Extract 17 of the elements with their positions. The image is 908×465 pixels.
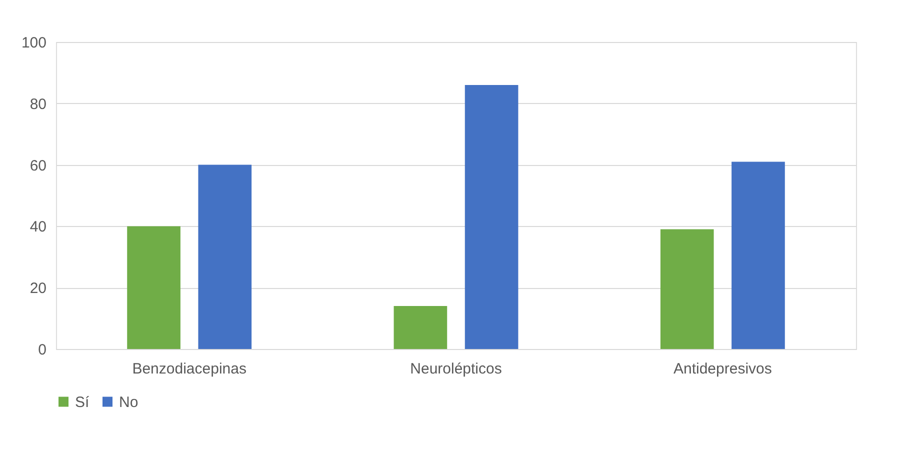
bar xyxy=(394,306,448,349)
x-tick-label: Benzodiacepinas xyxy=(132,360,246,378)
bar xyxy=(464,84,518,349)
y-tick-label: 20 xyxy=(30,280,46,298)
legend-label: Sí xyxy=(75,394,90,411)
y-tick-label: 60 xyxy=(30,157,46,174)
y-tick-label: 0 xyxy=(38,342,46,358)
y-tick-label: 40 xyxy=(30,218,46,236)
legend-label: No xyxy=(119,394,138,411)
y-tick-label: 80 xyxy=(30,96,46,113)
x-tick-label: Neurolépticos xyxy=(410,360,502,378)
bar xyxy=(660,229,714,349)
bar xyxy=(732,162,785,349)
bar xyxy=(127,226,180,349)
y-tick-label: 100 xyxy=(21,34,46,52)
bar xyxy=(198,164,252,349)
x-tick-label: Antidepresivos xyxy=(673,360,772,378)
